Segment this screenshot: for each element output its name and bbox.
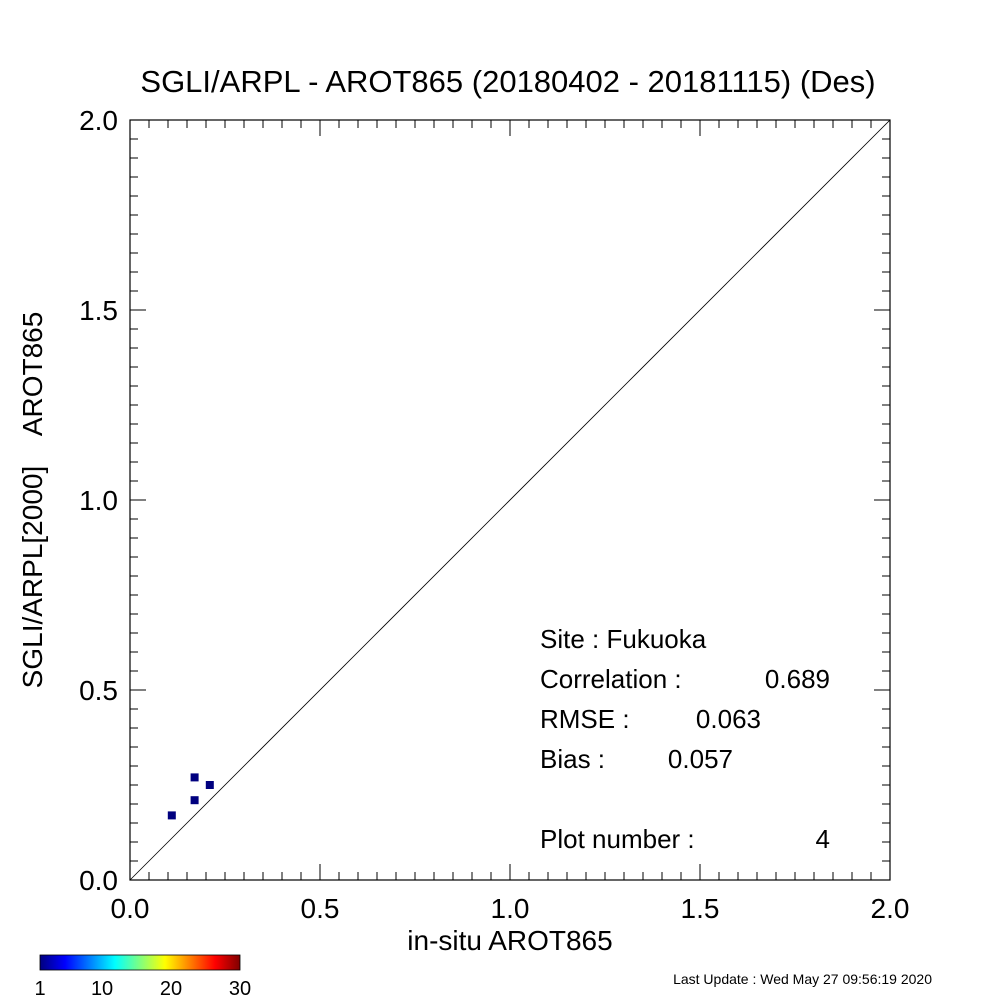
tick-marks	[129, 119, 891, 881]
x-tick-label: 0.5	[301, 893, 340, 924]
stat-site: Site : Fukuoka	[540, 624, 707, 654]
stats-box: Site : Fukuoka Correlation : 0.689 RMSE …	[540, 624, 830, 854]
stat-correlation-value: 0.689	[765, 664, 830, 694]
y-tick-label: 2.0	[79, 105, 118, 136]
one-to-one-line	[129, 119, 891, 881]
stat-plot-number-label: Plot number :	[540, 824, 695, 854]
y-tick-label: 1.0	[79, 485, 118, 516]
colorbar-tick-label: 10	[91, 978, 113, 1000]
colorbar-tick-label: 20	[160, 978, 182, 1000]
x-tick-label: 1.5	[681, 893, 720, 924]
last-update: Last Update : Wed May 27 09:56:19 2020	[673, 971, 932, 987]
stat-rmse-label: RMSE :	[540, 704, 630, 734]
colorbar-tick-labels: 1 10 20 30	[34, 978, 251, 1000]
colorbar-tick-label: 30	[229, 978, 251, 1000]
y-tick-label: 1.5	[79, 295, 118, 326]
data-point	[167, 811, 176, 820]
data-point	[190, 796, 199, 805]
colorbar-tick-label: 1	[34, 978, 45, 1000]
data-point	[205, 781, 214, 789]
stat-bias-label: Bias :	[540, 744, 605, 774]
x-tick-label: 2.0	[871, 893, 910, 924]
data-points	[167, 773, 214, 820]
y-tick-label: 0.0	[79, 865, 118, 896]
chart-title: SGLI/ARPL - AROT865 (20180402 - 20181115…	[140, 64, 875, 99]
y-axis-label: SGLI/ARPL[2000] AROT865	[17, 312, 48, 689]
x-tick-label: 0.0	[111, 893, 150, 924]
y-tick-labels: 0.0 0.5 1.0 1.5 2.0	[79, 105, 118, 896]
colorbar-gradient	[39, 954, 241, 971]
stat-plot-number-value: 4	[816, 824, 830, 854]
x-tick-labels: 0.0 0.5 1.0 1.5 2.0	[111, 893, 910, 924]
y-tick-label: 0.5	[79, 675, 118, 706]
stat-correlation-label: Correlation :	[540, 664, 682, 694]
data-point	[190, 773, 199, 782]
x-tick-label: 1.0	[491, 893, 530, 924]
stat-rmse-value: 0.063	[696, 704, 761, 734]
stat-bias-value: 0.057	[668, 744, 733, 774]
colorbar: 1 10 20 30	[34, 954, 251, 1000]
x-axis-label: in-situ AROT865	[407, 925, 612, 956]
